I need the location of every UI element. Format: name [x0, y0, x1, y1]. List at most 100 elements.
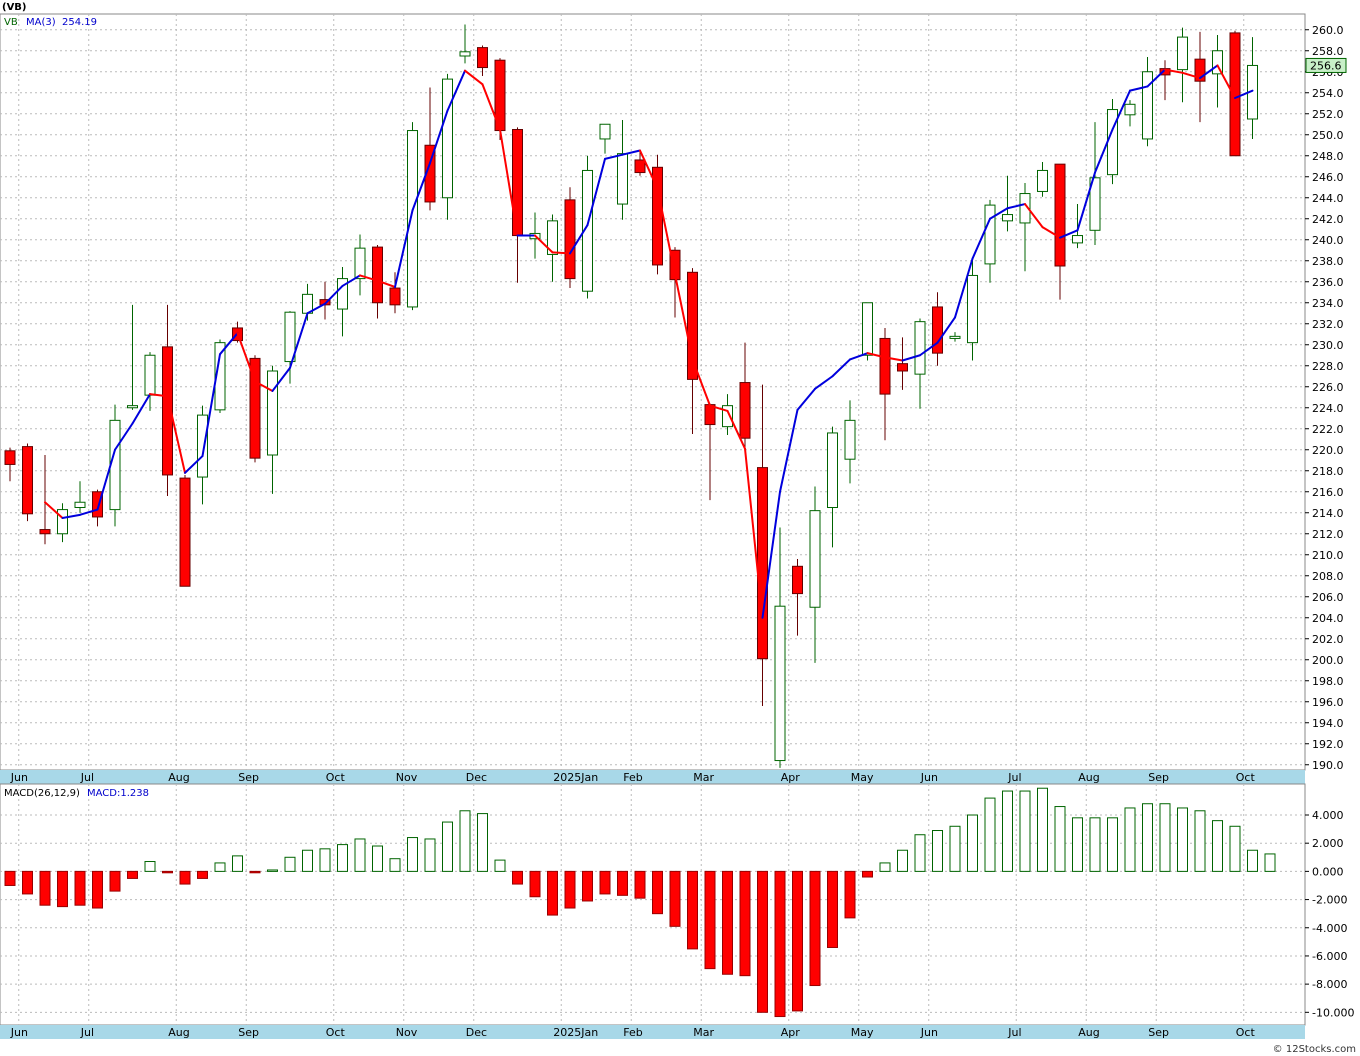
- ma-segment: [376, 279, 396, 288]
- month-label: Mar: [693, 771, 714, 784]
- month-label: Jul: [80, 1026, 94, 1039]
- ma-segment: [761, 490, 781, 619]
- macd-bar-negative: [704, 870, 716, 970]
- candle-up: [862, 302, 873, 361]
- price-tick-label: 200.0: [1312, 654, 1344, 667]
- macd-bar-negative: [757, 870, 768, 1013]
- ma-segment: [866, 352, 886, 359]
- macd-bar-negative: [669, 870, 681, 927]
- candle-body: [1019, 193, 1031, 224]
- price-candles: [4, 24, 1258, 768]
- ma-segment: [446, 69, 466, 112]
- price-tick-label: 254.0: [1312, 87, 1344, 100]
- month-label: May: [851, 1026, 874, 1039]
- macd-bar-positive: [1142, 803, 1153, 872]
- candle-up: [1107, 99, 1118, 185]
- month-label: Aug: [168, 1026, 189, 1039]
- month-label: Jun: [920, 1026, 938, 1039]
- price-tick-label: 210.0: [1312, 549, 1344, 562]
- month-label: Jul: [1007, 1026, 1021, 1039]
- price-tick-label: 252.0: [1312, 108, 1344, 121]
- macd-bar-positive: [214, 862, 226, 872]
- candle-body: [547, 220, 558, 255]
- last-price-box: [1305, 57, 1347, 73]
- ma-segment: [1059, 229, 1079, 239]
- macd-bar-positive: [967, 814, 978, 872]
- macd-gridlines: [0, 784, 1305, 1025]
- price-tick-label: 208.0: [1312, 570, 1344, 583]
- candle-down: [634, 150, 646, 176]
- macd-bar-negative: [39, 870, 51, 906]
- ma-segment: [779, 408, 799, 493]
- ma-segment: [919, 341, 939, 357]
- ma-segment: [744, 447, 764, 619]
- macd-tick-label: 4.000: [1312, 809, 1344, 822]
- ma-segment: [306, 302, 326, 315]
- macd-legend-label: MACD(26,12,9): [4, 788, 80, 799]
- ma-segment: [341, 274, 361, 287]
- month-label: Aug: [1078, 1026, 1099, 1039]
- ma-segment: [796, 387, 816, 411]
- macd-legend-value: MACD:1.238: [87, 788, 149, 799]
- candle-down: [424, 87, 436, 211]
- candle-up: [844, 400, 856, 484]
- month-label: Sep: [1148, 1026, 1169, 1039]
- price-tick-label: 204.0: [1312, 612, 1344, 625]
- ma-segment: [184, 455, 204, 474]
- macd-bar-negative: [862, 870, 873, 878]
- macd-bar-positive: [1229, 825, 1241, 872]
- candle-body: [827, 432, 838, 509]
- macd-bar-negative: [617, 870, 628, 896]
- macd-bar-negative: [722, 870, 733, 975]
- ma-segment: [814, 375, 834, 390]
- candle-down: [1159, 60, 1171, 101]
- candle-up: [127, 304, 138, 410]
- price-tick-label: 226.0: [1312, 381, 1344, 394]
- macd-bar-positive: [144, 861, 156, 872]
- macd-bar-negative: [529, 870, 541, 898]
- candle-body: [74, 501, 86, 508]
- ma-segment: [831, 358, 851, 378]
- candle-up: [1142, 57, 1153, 147]
- candle-down: [792, 558, 803, 636]
- candle-up: [809, 486, 821, 663]
- ma-segment: [1006, 203, 1026, 210]
- candle-body: [879, 337, 891, 395]
- price-tick-label: 224.0: [1312, 402, 1344, 415]
- candle-up: [442, 73, 453, 220]
- price-tick-label: 212.0: [1312, 528, 1344, 541]
- macd-bar-negative: [774, 870, 786, 1018]
- price-tick-label: 228.0: [1312, 360, 1344, 373]
- month-label: Mar: [693, 1026, 714, 1039]
- candle-body: [442, 78, 453, 199]
- ma-segment: [1111, 89, 1131, 131]
- candle-body: [249, 357, 261, 459]
- ma-segment: [849, 352, 869, 361]
- macd-bar-negative: [809, 870, 821, 987]
- candle-body: [214, 342, 226, 411]
- ma-segment: [79, 508, 99, 516]
- ma-segment: [936, 316, 956, 344]
- candle-up: [57, 503, 68, 543]
- month-labels-top: Jun Jul Aug Sep Oct Nov Dec 2025Jan Feb Mar Apr May…: [10, 771, 1256, 784]
- price-tick-label: 234.0: [1312, 297, 1344, 310]
- macd-bar-positive: [319, 848, 331, 872]
- ma-segment: [429, 109, 449, 165]
- candle-body: [1212, 50, 1223, 75]
- month-labels-bottom: Jun Jul Aug Sep Oct Nov Dec 2025Jan Feb Mar Apr May…: [10, 1026, 1256, 1039]
- month-label: Apr: [781, 1026, 801, 1039]
- candle-body: [1089, 177, 1101, 231]
- price-gridlines: [0, 14, 1305, 770]
- macd-bar-positive: [1247, 849, 1258, 872]
- price-tick-label: 198.0: [1312, 675, 1344, 688]
- candle-body: [39, 529, 51, 535]
- candle-body: [1072, 235, 1083, 244]
- macd-bar-negative: [22, 870, 33, 895]
- candle-up: [267, 365, 278, 494]
- ma-segment: [1216, 64, 1236, 99]
- macd-bar-positive: [1019, 790, 1031, 872]
- month-label: Jun: [920, 771, 938, 784]
- macd-bar-positive: [389, 858, 401, 872]
- candle-body: [1037, 169, 1048, 192]
- candle-up: [1019, 183, 1031, 272]
